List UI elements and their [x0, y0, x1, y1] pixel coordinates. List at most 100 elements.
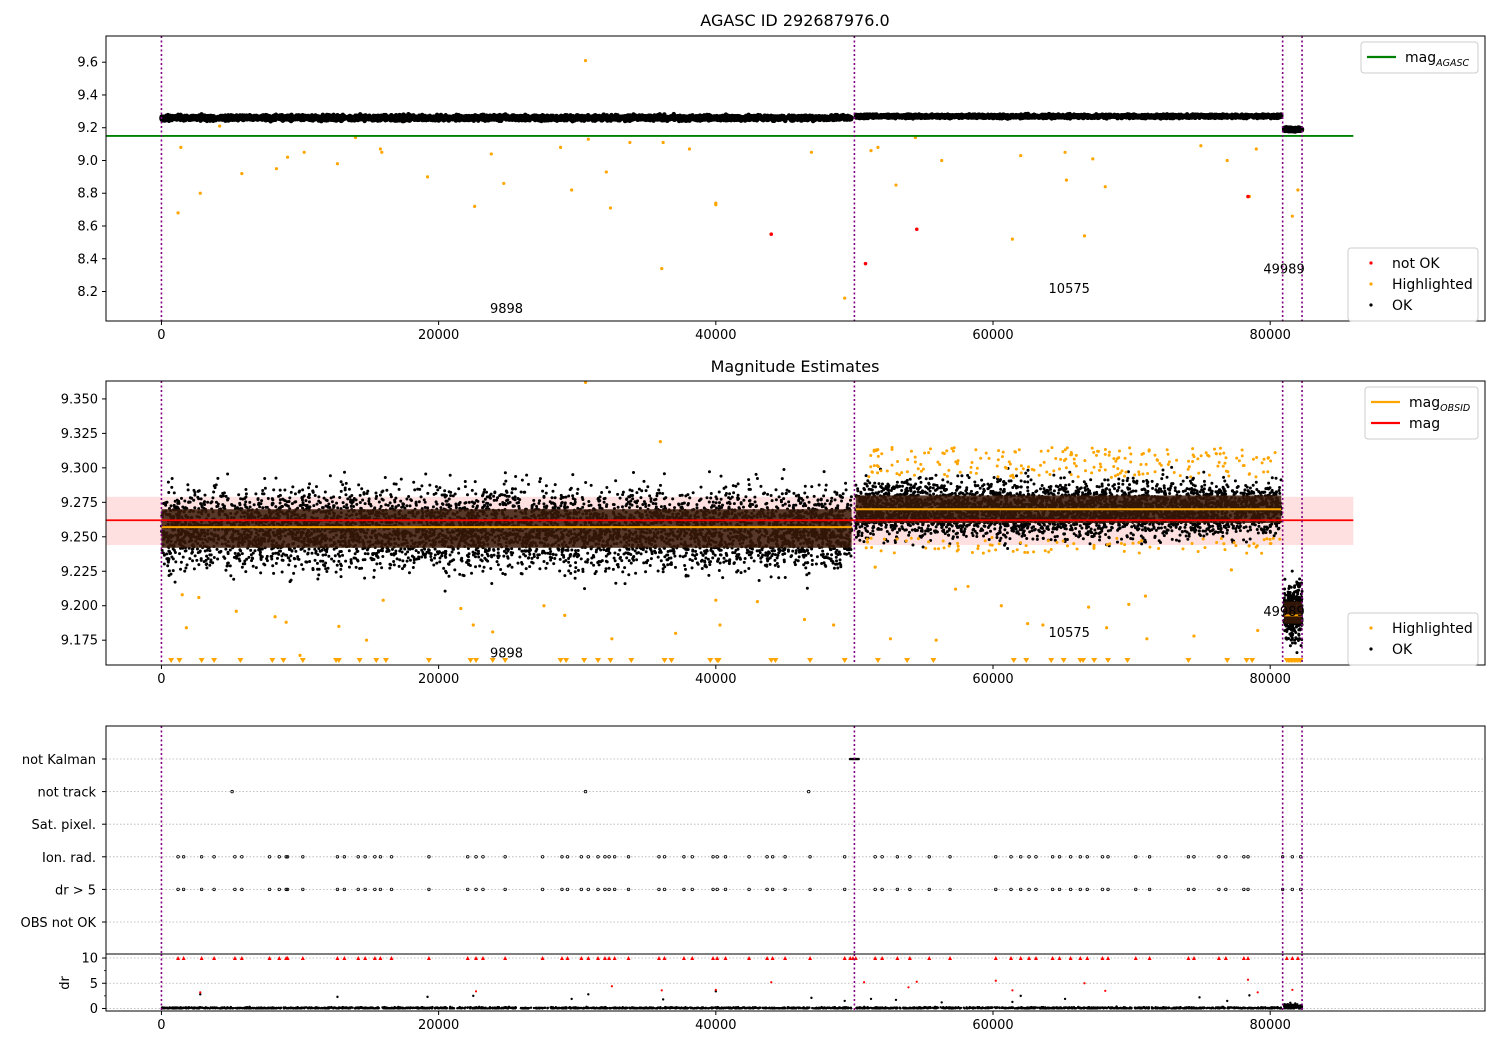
- ok-point: [381, 115, 386, 121]
- ok-point: [804, 116, 810, 121]
- ok-point: [789, 114, 794, 119]
- ok-point: [692, 115, 697, 120]
- ok-point: [608, 115, 613, 120]
- ok-point: [412, 117, 417, 123]
- ok-point: [511, 113, 516, 118]
- ok-point: [590, 116, 596, 121]
- ok-point: [671, 116, 677, 121]
- ok-point: [384, 117, 390, 122]
- ok-point: [770, 114, 775, 119]
- ok-point: [747, 116, 752, 121]
- ok-point: [777, 116, 782, 121]
- ok-point: [523, 116, 529, 121]
- ok-point: [539, 116, 544, 122]
- ok-point: [833, 115, 839, 120]
- ok-point: [331, 112, 336, 118]
- ok-point: [519, 115, 525, 121]
- ok-point: [367, 114, 372, 120]
- ok-point: [477, 115, 482, 120]
- ok-point: [558, 117, 563, 123]
- ok-point: [191, 116, 197, 121]
- ok-point: [301, 115, 306, 121]
- ok-point: [309, 114, 315, 119]
- ok-point: [175, 116, 181, 121]
- ok-point: [568, 115, 573, 120]
- ok-point: [210, 116, 215, 121]
- ok-point: [167, 115, 172, 120]
- ok-point: [554, 117, 559, 122]
- ok-point: [471, 118, 477, 123]
- ok-point: [269, 115, 274, 121]
- ok-point: [815, 115, 820, 121]
- ok-point: [754, 115, 759, 121]
- ok-point: [696, 116, 701, 121]
- ok-point: [407, 116, 413, 122]
- ok-point: [740, 116, 745, 121]
- ok-point: [205, 114, 210, 119]
- ok-point: [630, 114, 635, 120]
- ok-point: [594, 117, 600, 122]
- ok-point: [399, 113, 404, 118]
- ok-point: [586, 115, 592, 121]
- ok-point: [431, 116, 436, 121]
- ok-point: [651, 113, 657, 119]
- ok-point: [662, 114, 668, 120]
- ok-point: [419, 113, 425, 119]
- ok-point: [254, 114, 259, 120]
- ok-point: [273, 112, 278, 118]
- ok-point: [238, 116, 243, 121]
- ok-point: [758, 116, 763, 121]
- ok-point: [549, 114, 554, 120]
- ok-point: [602, 114, 607, 119]
- ok-point: [513, 116, 519, 121]
- ok-point: [574, 115, 580, 120]
- ok-point: [398, 116, 403, 122]
- ok-point: [292, 116, 298, 122]
- ok-point: [716, 116, 722, 122]
- ok-point: [797, 114, 802, 119]
- ok-point: [706, 116, 711, 121]
- ok-point: [460, 114, 465, 120]
- ok-point: [688, 115, 694, 120]
- ok-point: [656, 117, 661, 122]
- ok-point: [810, 117, 815, 122]
- panel-1-title: AGASC ID 292687976.0: [700, 11, 889, 30]
- ok-point: [218, 117, 224, 122]
- ok-point: [532, 117, 538, 123]
- ok-point: [770, 118, 776, 124]
- ok-point: [199, 115, 205, 121]
- ok-point: [323, 113, 329, 119]
- ok-point: [843, 114, 849, 120]
- ok-point: [474, 115, 479, 120]
- ok-point: [599, 116, 605, 122]
- ok-point: [426, 117, 432, 122]
- ok-point: [503, 116, 508, 122]
- ok-point: [261, 115, 266, 120]
- ok-point: [456, 116, 461, 122]
- ok-point: [434, 116, 440, 122]
- ok-point: [848, 115, 853, 120]
- ok-point: [282, 116, 287, 121]
- ok-point: [481, 116, 486, 122]
- ok-point: [497, 112, 502, 118]
- ok-point: [821, 116, 827, 122]
- ok-point: [451, 116, 456, 122]
- ok-point: [441, 114, 447, 120]
- ok-point: [163, 117, 168, 123]
- ok-point: [636, 117, 641, 122]
- ok-point: [763, 113, 768, 119]
- ok-point: [305, 115, 310, 121]
- ok-point: [679, 118, 684, 123]
- ok-point: [401, 118, 407, 124]
- ok-point: [204, 118, 210, 124]
- ok-point: [343, 115, 348, 120]
- ok-point: [581, 114, 586, 120]
- ok-point: [363, 115, 368, 121]
- ok-point: [642, 116, 648, 121]
- ok-point: [357, 117, 362, 122]
- ok-point: [486, 118, 491, 123]
- ok-point: [323, 116, 329, 122]
